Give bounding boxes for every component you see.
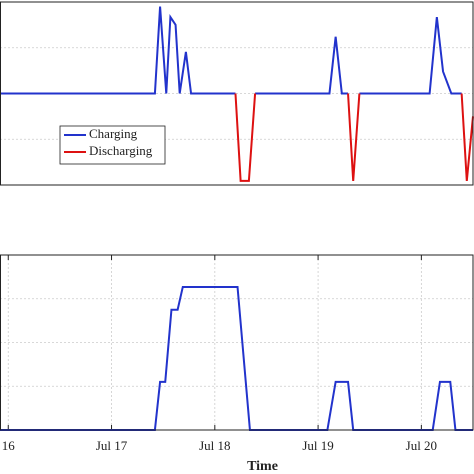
data-line	[0, 6, 462, 95]
legend-box	[59, 125, 166, 165]
data-line	[234, 93, 474, 182]
legend-label: Discharging	[89, 143, 153, 158]
x-tick-label: Jul 18	[199, 438, 230, 453]
x-tick-label: 16	[2, 438, 16, 453]
x-tick-label: Jul 20	[406, 438, 437, 453]
legend-label: Charging	[89, 126, 138, 141]
x-tick-label: Jul 19	[302, 438, 333, 453]
x-tick-label: Jul 17	[96, 438, 128, 453]
axes-frame	[0, 254, 474, 431]
axes-frame	[0, 1, 474, 186]
x-axis-label: Time	[247, 459, 278, 474]
data-line	[0, 285, 473, 431]
